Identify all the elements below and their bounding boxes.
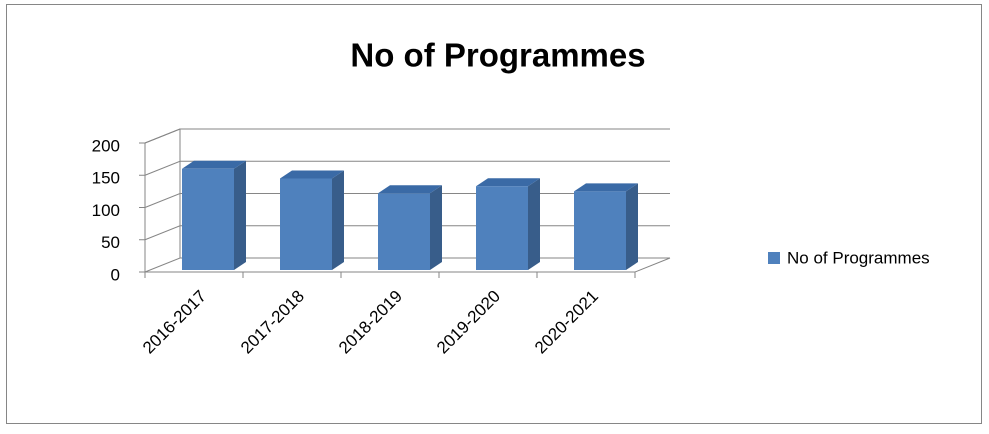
bar bbox=[476, 186, 528, 270]
y-tick-label: 150 bbox=[92, 169, 120, 188]
bar-top bbox=[378, 185, 442, 194]
bar bbox=[182, 168, 234, 270]
grid-line bbox=[144, 160, 670, 176]
bar-side bbox=[626, 183, 638, 270]
bar-side bbox=[332, 170, 344, 270]
bar-top bbox=[280, 170, 344, 179]
bar-top bbox=[476, 178, 540, 187]
grid-line bbox=[144, 128, 670, 144]
bar-top bbox=[574, 183, 638, 192]
bar-top bbox=[182, 160, 246, 169]
legend-label: No of Programmes bbox=[787, 248, 930, 267]
bar bbox=[574, 191, 626, 270]
y-tick-label: 50 bbox=[101, 233, 120, 252]
bar bbox=[280, 178, 332, 270]
bar-side bbox=[430, 185, 442, 270]
y-tick-label: 200 bbox=[92, 136, 120, 155]
y-tick-label: 0 bbox=[111, 265, 120, 284]
chart-title: No of Programmes bbox=[350, 37, 645, 74]
bar bbox=[378, 193, 430, 270]
legend-swatch bbox=[768, 252, 780, 264]
bar-side bbox=[234, 160, 246, 270]
bar-side bbox=[528, 178, 540, 270]
y-tick-label: 100 bbox=[92, 201, 120, 220]
